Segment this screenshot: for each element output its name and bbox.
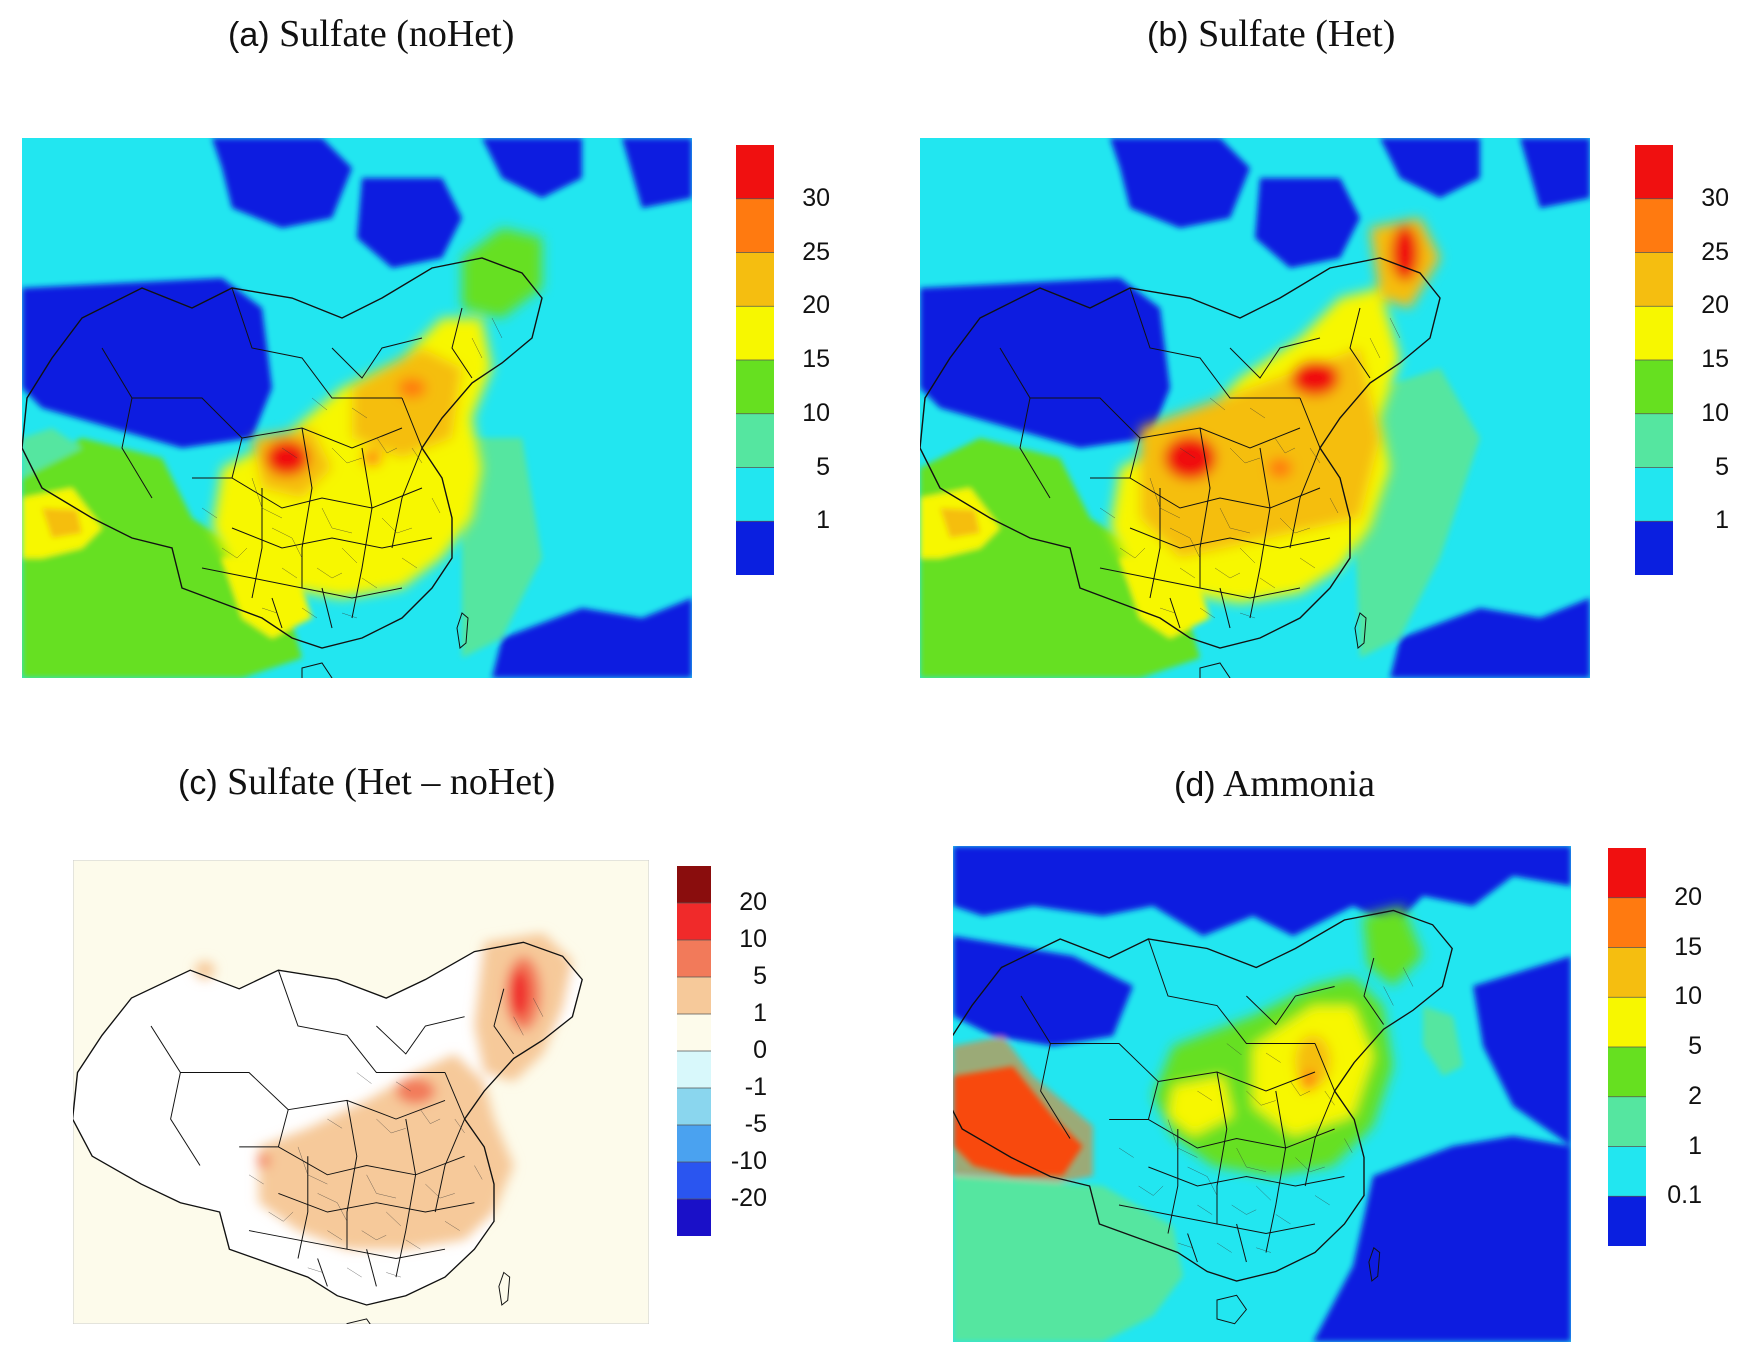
colorbar-swatches	[1635, 145, 1673, 575]
panel-a-title: (a) Sulfate (noHet)	[228, 12, 514, 56]
panel-b-colorbar: 1 5 10 15 20 25 30	[1635, 145, 1729, 575]
panel-d-title: (d) Ammonia	[1174, 762, 1375, 806]
colorbar-tick-label: 0	[753, 1036, 767, 1064]
panel-c-label: Sulfate (Het – noHet)	[227, 761, 556, 803]
colorbar-swatch	[1635, 360, 1673, 414]
colorbar-tick-label: 15	[1701, 345, 1729, 373]
colorbar-swatch	[736, 521, 774, 575]
colorbar-tick-label: 20	[739, 888, 767, 916]
colorbar-swatch	[677, 1162, 711, 1199]
colorbar-swatch	[736, 306, 774, 360]
colorbar-swatch	[1608, 1146, 1646, 1197]
panel-a-colorbar: 1 5 10 15 20 25 30	[736, 145, 830, 575]
colorbar-swatch	[736, 467, 774, 522]
colorbar-swatches	[1608, 848, 1646, 1246]
panel-d-colorbar: 0.1 1 2 5 10 15 20	[1608, 848, 1702, 1246]
panel-a-label: Sulfate (noHet)	[279, 13, 515, 55]
colorbar-tick-label: 15	[1674, 932, 1702, 961]
colorbar-swatch	[1635, 145, 1673, 199]
colorbar-tick-label: 10	[739, 925, 767, 953]
colorbar-swatch	[677, 1088, 711, 1125]
colorbar-tick-label: 5	[1688, 1032, 1702, 1060]
colorbar-swatch	[677, 1051, 711, 1088]
colorbar-swatch	[1635, 198, 1673, 253]
panel-a-map	[22, 138, 692, 678]
colorbar-tick-label: 20	[1701, 291, 1729, 320]
colorbar-tick-label: 5	[753, 962, 767, 990]
colorbar-tick-label: 10	[802, 398, 830, 427]
colorbar-tick-label: 1	[816, 506, 830, 535]
panel-c-title: (c) Sulfate (Het – noHet)	[178, 760, 555, 804]
colorbar-swatch	[1608, 1096, 1646, 1147]
colorbar-tick-label: 1	[753, 999, 767, 1027]
colorbar-tick-label: 2	[1688, 1081, 1702, 1110]
panel-d-map	[953, 846, 1571, 1342]
colorbar-swatch	[736, 360, 774, 414]
colorbar-swatch	[1608, 1196, 1646, 1246]
colorbar-swatch	[677, 977, 711, 1014]
colorbar-tick-label: 25	[802, 237, 830, 266]
colorbar-tick-label: 10	[1674, 982, 1702, 1011]
panel-d-label: Ammonia	[1222, 763, 1375, 805]
colorbar-tick-label: 5	[1715, 452, 1729, 481]
colorbar-swatch	[677, 866, 711, 903]
colorbar-swatch	[1635, 521, 1673, 575]
colorbar-tick-label: 15	[802, 345, 830, 373]
colorbar-tick-label: 30	[1701, 183, 1729, 212]
colorbar-swatch	[1608, 1047, 1646, 1097]
colorbar-swatch	[1608, 897, 1646, 948]
panel-d-tag: (d)	[1174, 766, 1216, 804]
panel-b-tag: (b)	[1147, 16, 1189, 54]
colorbar-swatch	[1608, 848, 1646, 898]
colorbar-swatch	[677, 1125, 711, 1162]
colorbar-tick-label: 25	[1701, 237, 1729, 266]
colorbar-swatch	[736, 413, 774, 468]
panel-c-tag: (c)	[178, 764, 218, 802]
colorbar-tick-label: 20	[802, 291, 830, 320]
colorbar-tick-label: -10	[730, 1147, 767, 1175]
colorbar-tick-label: 20	[1674, 882, 1702, 911]
colorbar-swatch	[1635, 413, 1673, 468]
colorbar-tick-label: 1	[1688, 1131, 1702, 1160]
colorbar-swatch	[1635, 306, 1673, 360]
panel-b-label: Sulfate (Het)	[1198, 13, 1396, 55]
panel-a-tag: (a)	[228, 16, 270, 54]
colorbar-tick-label: 0.1	[1667, 1181, 1702, 1210]
colorbar-swatch	[677, 903, 711, 940]
colorbar-swatch	[677, 1014, 711, 1051]
colorbar-tick-label: 5	[816, 452, 830, 481]
colorbar-swatch	[677, 1199, 711, 1236]
colorbar-swatch	[1635, 252, 1673, 307]
colorbar-swatch	[1608, 947, 1646, 998]
colorbar-swatch	[1608, 997, 1646, 1047]
colorbar-tick-label: -5	[744, 1110, 767, 1138]
panel-b-title: (b) Sulfate (Het)	[1147, 12, 1395, 56]
colorbar-swatch	[677, 940, 711, 977]
colorbar-swatch	[736, 145, 774, 199]
colorbar-tick-label: 30	[802, 183, 830, 212]
panel-c-map	[73, 860, 649, 1324]
colorbar-swatches	[677, 866, 711, 1236]
colorbar-swatches	[736, 145, 774, 575]
colorbar-swatch	[736, 198, 774, 253]
colorbar-tick-label: 1	[1715, 506, 1729, 535]
colorbar-swatch	[1635, 467, 1673, 522]
colorbar-swatch	[736, 252, 774, 307]
panel-b-map	[920, 138, 1590, 678]
colorbar-tick-label: -20	[730, 1184, 767, 1212]
panel-c-colorbar: -20 -10 -5 -1 0 1 5 10 20	[677, 866, 767, 1236]
colorbar-tick-label: -1	[744, 1073, 767, 1101]
colorbar-tick-label: 10	[1701, 398, 1729, 427]
